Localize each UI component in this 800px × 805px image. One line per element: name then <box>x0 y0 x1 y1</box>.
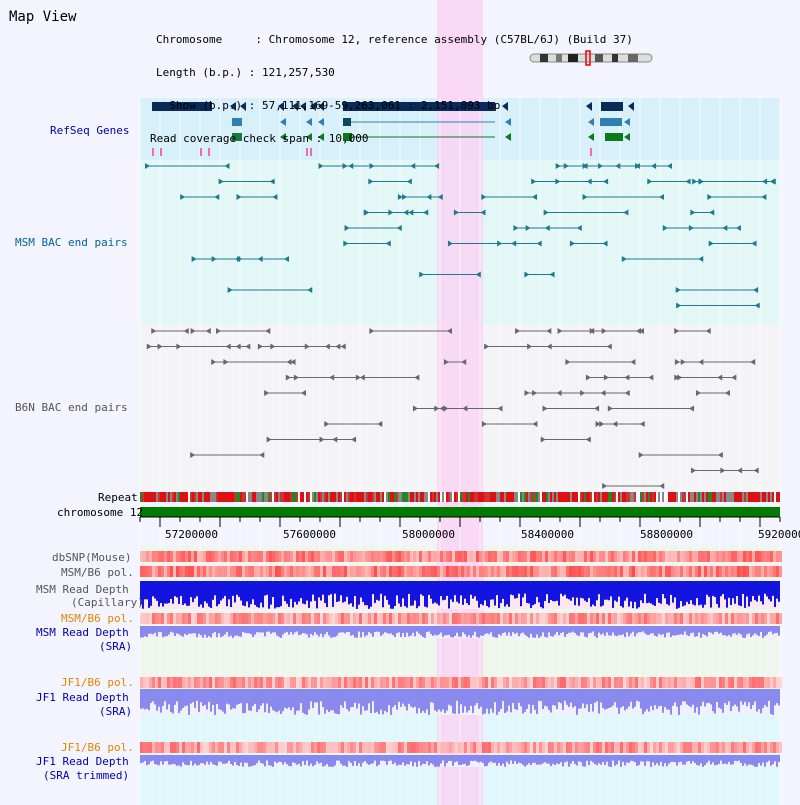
axis-tick-label: 57200000 <box>165 528 218 541</box>
show-info: Show (b.p.) : 57,111,169-59,263,061 : 2,… <box>156 99 501 112</box>
track-label-refseq[interactable]: RefSeq Genes <box>50 124 130 137</box>
track-label-repeat[interactable]: Repeat <box>98 491 138 504</box>
track-label-jf1-depth-sra-sub: (SRA) <box>99 705 133 718</box>
track-label-jf1-b6-pol-1[interactable]: JF1/B6 pol. <box>61 676 134 689</box>
track-label-msm-depth-sra-sub: (SRA) <box>99 640 133 653</box>
region-info: Chromosome : Chromosome 12, reference as… <box>150 12 633 166</box>
track-label-msm-depth-sra[interactable]: MSM Read Depth <box>36 626 129 639</box>
track-label-dbsnp[interactable]: dbSNP(Mouse) <box>52 551 132 564</box>
track-label-jf1-b6-pol-2[interactable]: JF1/B6 pol. <box>61 741 134 754</box>
track-label-jf1-depth-trim-sub: (SRA trimmed) <box>43 769 130 782</box>
axis-tick-label: 57600000 <box>283 528 336 541</box>
track-label-jf1-depth-sra[interactable]: JF1 Read Depth <box>36 691 129 704</box>
track-label-msm-depth-cap[interactable]: MSM Read Depth <box>36 583 129 596</box>
page-title: Map View <box>9 9 77 25</box>
track-label-msm-b6-pol-1[interactable]: MSM/B6 pol. <box>61 566 134 579</box>
axis-tick-label: 58800000 <box>640 528 693 541</box>
axis-tick-label: 5920000 <box>758 528 800 541</box>
track-label-jf1-depth-trim[interactable]: JF1 Read Depth <box>36 755 129 768</box>
track-label-msm-depth-cap-sub: (Capillary) <box>71 596 144 609</box>
axis-tick-label: 58400000 <box>521 528 574 541</box>
chromosome-info: Chromosome : Chromosome 12, reference as… <box>156 33 633 46</box>
track-label-msm-b6-pol-2[interactable]: MSM/B6 pol. <box>61 612 134 625</box>
length-info: Length (b.p.) : 121,257,530 <box>156 66 335 79</box>
track-label-b6n-bac[interactable]: B6N BAC end pairs <box>15 401 128 414</box>
track-label-chromosome[interactable]: chromosome 12 <box>57 506 144 519</box>
span-info: Read coverage check span : 10,000 <box>150 132 369 145</box>
axis-tick-label: 58000000 <box>402 528 455 541</box>
track-label-msm-bac[interactable]: MSM BAC end pairs <box>15 236 128 249</box>
